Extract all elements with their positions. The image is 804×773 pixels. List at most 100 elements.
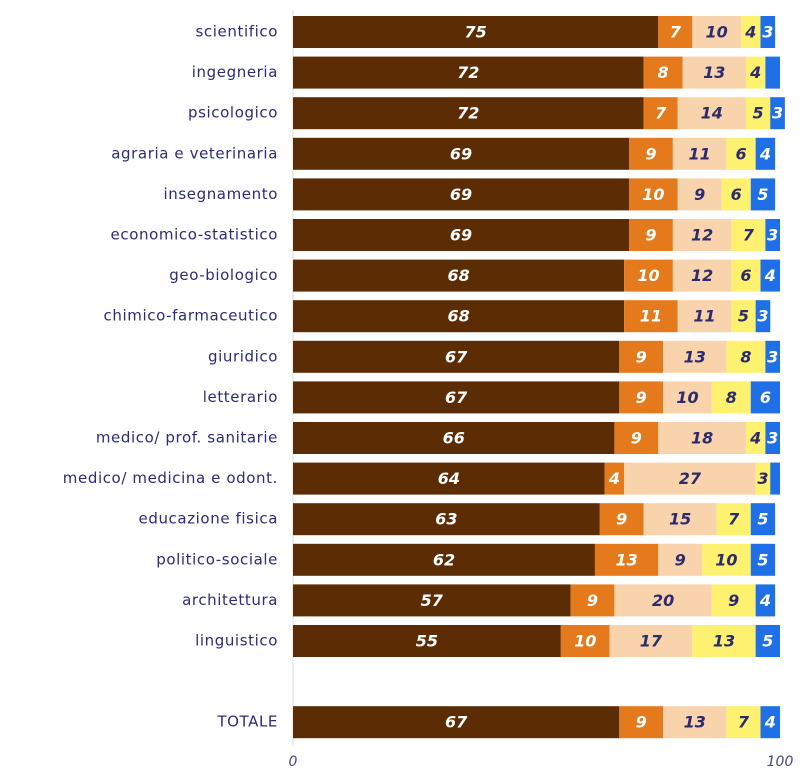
value-label: 13 — [713, 632, 735, 651]
value-label: 55 — [416, 632, 438, 651]
bar-segment — [293, 300, 625, 333]
bar-segment — [672, 219, 732, 251]
bar-segment — [560, 625, 610, 657]
value-label: 12 — [691, 266, 713, 285]
value-label: 8 — [658, 63, 669, 82]
bar-segment — [677, 300, 732, 333]
value-label: 7 — [655, 104, 667, 123]
value-label: 6 — [731, 185, 742, 204]
bar-segment — [643, 503, 717, 536]
value-label: 3 — [772, 104, 783, 123]
bar-segment — [663, 340, 727, 373]
value-label: 5 — [757, 185, 768, 204]
value-label: 10 — [574, 632, 596, 651]
value-label: 13 — [703, 63, 725, 82]
bar-segment — [755, 300, 771, 333]
bar-segment — [711, 381, 751, 414]
bar-segment — [663, 706, 727, 739]
value-label: 9 — [645, 144, 656, 163]
bar-segment — [293, 259, 625, 292]
value-label: 3 — [767, 226, 778, 245]
bar-segment — [731, 219, 766, 251]
value-label: 5 — [753, 104, 764, 123]
value-label: 9 — [645, 226, 656, 245]
category-label: TOTALE — [216, 713, 278, 731]
bar-segment — [726, 340, 766, 373]
bar-segment — [293, 584, 571, 617]
bar-segment — [745, 422, 766, 454]
bar-segment — [770, 97, 785, 130]
bar-segment — [293, 462, 605, 495]
category-label: medico/ prof. sanitarie — [96, 429, 278, 447]
value-label: 4 — [759, 591, 771, 610]
bar-segment — [643, 56, 683, 89]
category-label: politico-sociale — [156, 550, 278, 568]
value-label: 10 — [637, 266, 659, 285]
bar-segment — [604, 462, 625, 495]
bar-segment — [731, 259, 761, 292]
value-label: 69 — [450, 185, 472, 204]
bar-segment — [750, 381, 780, 414]
value-label: 68 — [447, 266, 469, 285]
bar-segment — [619, 340, 664, 373]
category-label: letterario — [203, 388, 278, 406]
value-label: 11 — [640, 307, 662, 326]
category-label: psicologico — [188, 104, 278, 122]
value-label: 14 — [701, 104, 723, 123]
value-label: 11 — [689, 144, 711, 163]
bar-segment — [293, 625, 561, 657]
bar-segment — [760, 259, 780, 292]
bar-segment — [609, 625, 693, 657]
value-label: 12 — [691, 226, 713, 245]
category-label: geo-biologico — [169, 266, 278, 284]
category-label: economico-statistico — [111, 226, 278, 244]
value-label: 67 — [445, 347, 468, 366]
bar-segment — [750, 543, 776, 576]
value-label: 68 — [447, 307, 469, 326]
value-label: 63 — [435, 510, 457, 529]
x-tick-label: 0 — [289, 754, 298, 770]
bar-segment — [755, 462, 771, 495]
value-label: 6 — [760, 388, 771, 407]
x-tick-label: 100 — [767, 754, 794, 770]
bar-segment — [658, 543, 703, 576]
bar-segment — [760, 706, 780, 739]
bar-segment — [658, 16, 693, 48]
value-label: 10 — [642, 185, 664, 204]
value-label: 5 — [738, 307, 749, 326]
bar-segment — [765, 340, 780, 373]
bar-segment — [682, 56, 746, 89]
value-label: 9 — [675, 550, 686, 569]
value-label: 8 — [740, 347, 751, 366]
bar-segment — [658, 422, 746, 454]
bar-segment — [726, 706, 761, 739]
bar-segment — [745, 97, 771, 130]
value-label: 9 — [636, 713, 647, 732]
bar-segment — [770, 462, 780, 495]
value-label: 7 — [728, 510, 740, 529]
value-label: 4 — [764, 266, 776, 285]
bar-segment — [624, 259, 673, 292]
value-label: 57 — [421, 591, 444, 610]
value-label: 67 — [445, 388, 468, 407]
value-label: 62 — [433, 550, 455, 569]
value-label: 15 — [669, 510, 691, 529]
bar-segment — [624, 462, 756, 495]
bar-segment — [293, 503, 600, 536]
value-label: 11 — [693, 307, 715, 326]
category-label: insegnamento — [163, 185, 278, 203]
bar-segment — [741, 16, 761, 48]
bar-segment — [614, 422, 659, 454]
value-label: 3 — [767, 347, 778, 366]
bar-segment — [293, 340, 620, 373]
bar-segment — [755, 625, 780, 657]
value-label: 4 — [744, 23, 756, 42]
value-label: 9 — [587, 591, 598, 610]
bar-segment — [293, 706, 620, 739]
bar-segment — [293, 56, 644, 89]
bar-segment — [765, 219, 780, 251]
value-label: 67 — [445, 713, 468, 732]
category-label: agraria e veterinaria — [111, 144, 278, 162]
category-label: medico/ medicina e odont. — [63, 469, 278, 487]
category-label: scientifico — [196, 23, 279, 41]
